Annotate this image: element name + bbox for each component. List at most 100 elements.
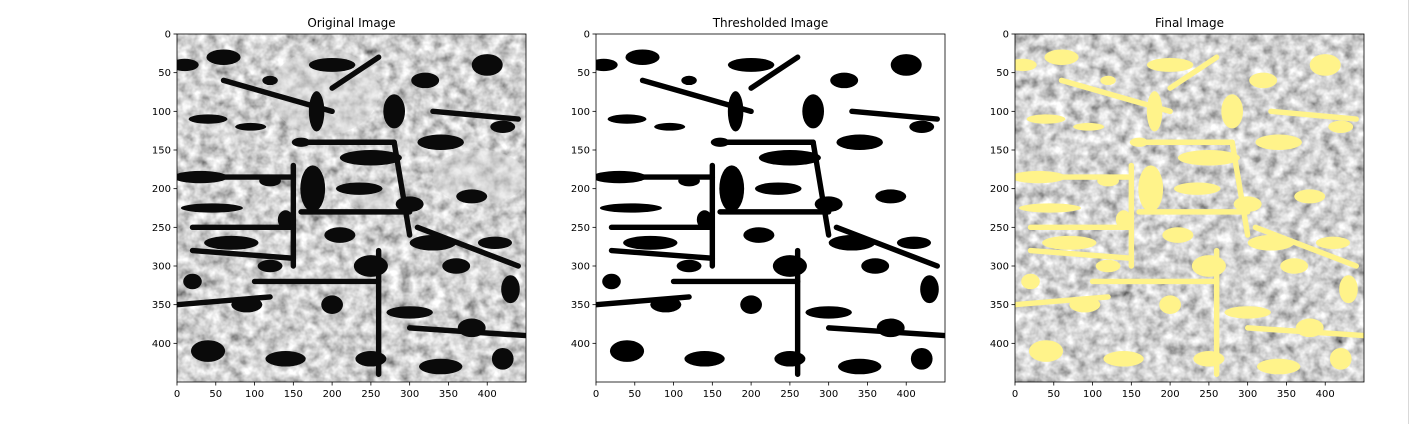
final-axes-frame (1014, 33, 1365, 383)
y-tick-label: 250 (152, 223, 171, 234)
pore-region (1015, 170, 1066, 184)
pore-region (355, 351, 387, 367)
pore-region (383, 94, 406, 129)
y-tick-label: 50 (577, 68, 590, 79)
pore-region (1247, 235, 1295, 251)
pore-region (308, 91, 325, 132)
pore-region (875, 189, 907, 204)
pore-region (609, 340, 645, 362)
y-tick-label: 100 (990, 107, 1009, 118)
x-tick-label: 100 (1083, 389, 1102, 400)
pore-region (177, 170, 228, 184)
pore-region (696, 210, 713, 229)
final-image (1015, 34, 1364, 382)
y-tick-label: 150 (152, 146, 171, 157)
pore-region (491, 347, 514, 370)
pore-region (1159, 295, 1181, 314)
pore-region (324, 227, 356, 243)
pore-region (409, 235, 457, 251)
y-tick-label: 400 (990, 339, 1009, 350)
x-tick-label: 100 (245, 389, 264, 400)
pore-region (837, 358, 882, 375)
y-tick-label: 50 (996, 68, 1009, 79)
pore-region (1173, 182, 1221, 195)
pore-region (1329, 347, 1352, 370)
panel-final: Final Image 0 50 100 150 200 250 300 350 400 0 50 10… (990, 16, 1365, 400)
pore-channel (608, 247, 716, 261)
x-tick-label: 200 (1161, 389, 1180, 400)
pore-region (1073, 122, 1105, 131)
pore-region (727, 57, 775, 72)
pore-region (335, 182, 383, 195)
pore-region (654, 122, 686, 131)
pore-region (1280, 258, 1309, 274)
pore-region (625, 49, 660, 65)
x-tick-label: 150 (703, 389, 722, 400)
pore-region (490, 120, 516, 134)
x-tick-label: 400 (897, 389, 916, 400)
pore-region (920, 275, 939, 304)
y-tick-label: 150 (990, 146, 1009, 157)
x-tick-label: 300 (1238, 389, 1257, 400)
pore-region (1309, 54, 1341, 76)
pore-region (1256, 358, 1301, 375)
pore-region (277, 210, 294, 229)
pore-region (411, 72, 440, 89)
pore-channel (430, 108, 521, 122)
x-tick-label: 200 (742, 389, 761, 400)
x-tick-label: 300 (819, 389, 838, 400)
pore-region (719, 165, 745, 212)
x-tick-label: 150 (1122, 389, 1141, 400)
pore-region (876, 318, 905, 338)
y-tick-label: 200 (990, 184, 1009, 195)
pore-region (501, 275, 520, 304)
x-tick-label: 400 (1316, 389, 1335, 400)
pore-region (477, 236, 513, 250)
pore-region (727, 91, 744, 132)
pore-region (456, 189, 488, 204)
y-tick-label: 250 (571, 223, 590, 234)
y-tick-label: 100 (152, 107, 171, 118)
pore-region (758, 149, 821, 166)
y-tick-label: 350 (990, 300, 1009, 311)
pore-region (291, 137, 311, 147)
x-tick-label: 350 (1277, 389, 1296, 400)
pore-region (1115, 210, 1132, 229)
pore-region (235, 122, 267, 131)
pore-region (676, 259, 702, 273)
x-tick-label: 400 (478, 389, 497, 400)
x-tick-label: 350 (439, 389, 458, 400)
pore-region (353, 255, 388, 277)
pore-region (300, 165, 326, 212)
original-image (177, 34, 526, 382)
pore-region (418, 358, 463, 375)
pore-region (710, 137, 730, 147)
pore-region (1015, 58, 1037, 72)
pore-region (1129, 137, 1149, 147)
y-tick-label: 350 (152, 300, 171, 311)
pore-region (836, 134, 883, 151)
pore-region (1028, 340, 1064, 362)
pore-region (1233, 196, 1262, 212)
pore-region (607, 114, 647, 124)
pore-channel (1252, 224, 1359, 269)
pore-region (1224, 306, 1271, 319)
y-tick-label: 100 (571, 107, 590, 118)
final-title: Final Image (1155, 16, 1224, 30)
pore-channel (1027, 247, 1135, 261)
pore-region (1255, 134, 1302, 151)
x-tick-label: 50 (209, 389, 222, 400)
pore-region (417, 134, 464, 151)
pore-region (1162, 227, 1194, 243)
pore-region (257, 259, 283, 273)
x-tick-label: 250 (780, 389, 799, 400)
thresholded-axes-frame (595, 33, 946, 383)
pore-channel (414, 224, 521, 269)
y-tick-label: 400 (152, 339, 171, 350)
y-tick-label: 300 (990, 262, 1009, 273)
pore-region (190, 340, 226, 362)
pore-region (802, 94, 825, 129)
x-tick-label: 250 (1199, 389, 1218, 400)
y-tick-label: 300 (571, 262, 590, 273)
